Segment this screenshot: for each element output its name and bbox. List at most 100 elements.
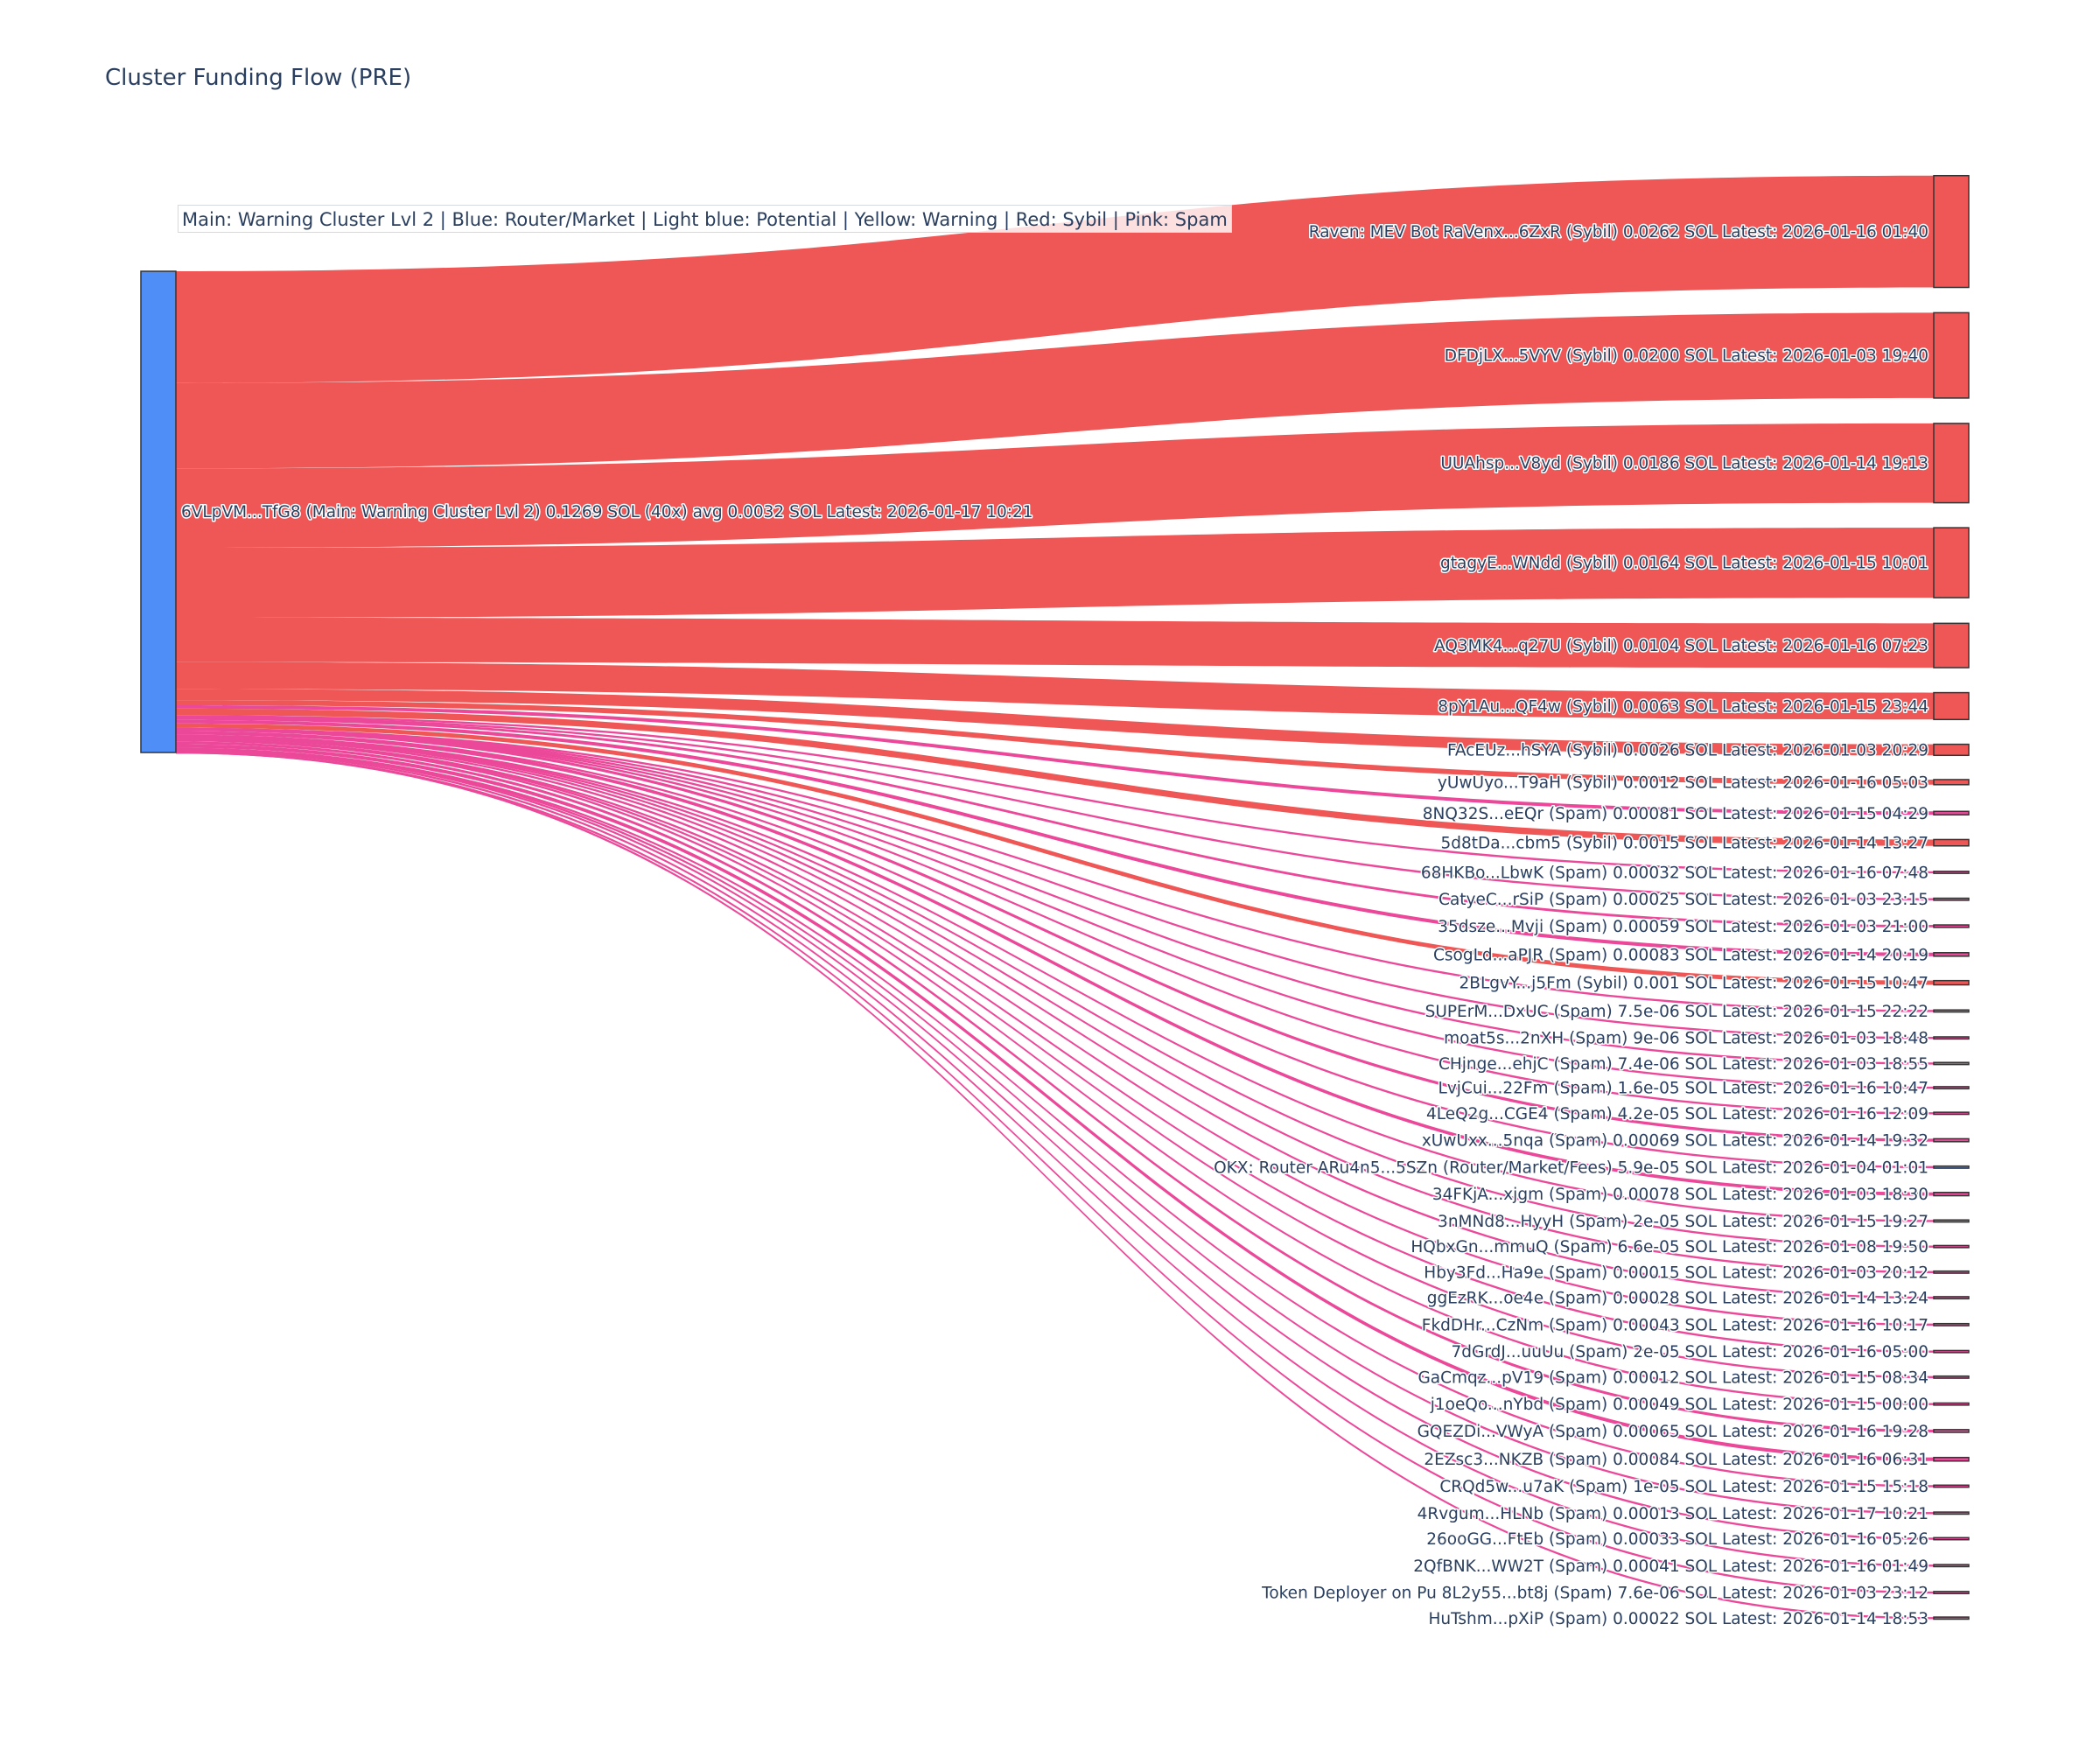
- flow-link[interactable]: [176, 744, 1934, 1461]
- flow-link[interactable]: [176, 708, 1934, 846]
- flow-link[interactable]: [176, 727, 1934, 1012]
- flow-link[interactable]: [176, 662, 1934, 720]
- flow-link[interactable]: [176, 731, 1934, 1196]
- target-node[interactable]: [1933, 1456, 1970, 1462]
- flow-link[interactable]: [176, 423, 1934, 549]
- target-node[interactable]: [1933, 1429, 1970, 1433]
- target-node[interactable]: [1933, 1349, 1970, 1354]
- target-node[interactable]: [1933, 1191, 1970, 1197]
- flow-link[interactable]: [176, 734, 1934, 1248]
- target-node[interactable]: [1933, 1061, 1970, 1066]
- target-node[interactable]: [1933, 1165, 1970, 1169]
- target-node[interactable]: [1933, 1009, 1970, 1013]
- flow-link[interactable]: [176, 728, 1934, 1142]
- target-node[interactable]: [1933, 1219, 1970, 1223]
- flow-link[interactable]: [176, 689, 1934, 756]
- target-node[interactable]: [1933, 527, 1970, 598]
- target-node[interactable]: [1933, 1591, 1970, 1594]
- flow-link[interactable]: [176, 727, 1934, 1040]
- target-node[interactable]: [1933, 952, 1970, 957]
- target-node[interactable]: [1933, 1402, 1970, 1406]
- target-node[interactable]: [1933, 1244, 1970, 1249]
- target-node[interactable]: [1933, 174, 1970, 289]
- flow-link[interactable]: [176, 727, 1934, 1115]
- flow-link[interactable]: [176, 748, 1934, 1540]
- target-node[interactable]: [1933, 312, 1970, 399]
- target-node-label: yUwUyo...T9aH (Sybil) 0.0012 SOL Latest:…: [1438, 774, 1928, 792]
- target-node-label: UUAhsp...V8yd (Sybil) 0.0186 SOL Latest:…: [1440, 455, 1928, 473]
- target-node[interactable]: [1933, 743, 1970, 757]
- legend-annotation: Main: Warning Cluster Lvl 2 | Blue: Rout…: [178, 205, 1232, 233]
- flow-link[interactable]: [176, 617, 1934, 668]
- target-node-label: 4Rvgum...HLNb (Spam) 0.00013 SOL Latest:…: [1418, 1505, 1928, 1523]
- flow-link[interactable]: [176, 747, 1934, 1488]
- target-node[interactable]: [1933, 1564, 1970, 1568]
- flow-link[interactable]: [176, 747, 1934, 1515]
- labels-layer: Raven: MEV Bot RaVenx...6ZxR (Sybil) 0.0…: [180, 222, 1930, 1630]
- target-node-label: 4LeQ2g...CGE4 (Spam) 4.2e-05 SOL Latest:…: [1426, 1105, 1928, 1124]
- flow-link[interactable]: [176, 749, 1934, 1567]
- source-node[interactable]: [140, 270, 177, 753]
- target-node[interactable]: [1933, 979, 1970, 986]
- target-node-label: moat5s...2nXH (Spam) 9e-06 SOL Latest: 2…: [1444, 1030, 1928, 1048]
- target-node[interactable]: [1933, 924, 1970, 928]
- flow-link[interactable]: [176, 719, 1934, 956]
- target-node-label: Hby3Fd...Ha9e (Spam) 0.00015 SOL Latest:…: [1424, 1264, 1928, 1282]
- target-node-label: xUwUxx...5nqa (Spam) 0.00069 SOL Latest:…: [1422, 1132, 1928, 1151]
- flow-link[interactable]: [176, 717, 1934, 928]
- flow-link[interactable]: [176, 723, 1934, 985]
- target-node[interactable]: [1933, 1511, 1970, 1516]
- flow-link[interactable]: [176, 738, 1934, 1379]
- target-node-label: 35dsze...Mvji (Spam) 0.00059 SOL Latest:…: [1438, 918, 1928, 936]
- target-node[interactable]: [1933, 1296, 1970, 1300]
- flow-link[interactable]: [176, 735, 1934, 1274]
- target-node[interactable]: [1933, 691, 1970, 721]
- target-node-label: gtagyE...WNdd (Sybil) 0.0164 SOL Latest:…: [1440, 555, 1928, 573]
- target-node[interactable]: [1933, 838, 1970, 847]
- chart-title: Cluster Funding Flow (PRE): [105, 65, 412, 91]
- target-node[interactable]: [1933, 897, 1970, 901]
- flow-link[interactable]: [176, 735, 1934, 1299]
- flow-link[interactable]: [176, 738, 1934, 1353]
- target-node[interactable]: [1933, 1536, 1970, 1541]
- flow-link[interactable]: [176, 741, 1934, 1433]
- target-node-label: SUPErM...DxUC (Spam) 7.5e-06 SOL Latest:…: [1425, 1003, 1928, 1021]
- source-node-label: 6VLpVM...TfG8 (Main: Warning Cluster Lvl…: [181, 503, 1033, 522]
- flow-link[interactable]: [176, 312, 1934, 469]
- flow-link[interactable]: [176, 716, 1934, 900]
- target-node[interactable]: [1933, 1086, 1970, 1090]
- target-node[interactable]: [1933, 1375, 1970, 1379]
- target-node[interactable]: [1933, 1484, 1970, 1488]
- flow-link[interactable]: [176, 737, 1934, 1326]
- flow-link[interactable]: [176, 731, 1934, 1169]
- target-node[interactable]: [1933, 622, 1970, 668]
- flow-link[interactable]: [176, 734, 1934, 1222]
- target-node[interactable]: [1933, 870, 1970, 874]
- target-node-label: FkdDHr...CzNm (Spam) 0.00043 SOL Latest:…: [1422, 1316, 1928, 1334]
- flow-link[interactable]: [176, 727, 1934, 1065]
- flow-link[interactable]: [176, 751, 1934, 1620]
- flow-link[interactable]: [176, 704, 1934, 816]
- target-node-label: GaCmqz...pV19 (Spam) 0.00012 SOL Latest:…: [1418, 1368, 1928, 1387]
- target-node[interactable]: [1933, 1138, 1970, 1143]
- target-node[interactable]: [1933, 1322, 1970, 1326]
- target-node-label: ggEzRK...oe4e (Spam) 0.00028 SOL Latest:…: [1427, 1290, 1928, 1308]
- flow-link[interactable]: [176, 751, 1934, 1594]
- target-node[interactable]: [1933, 1036, 1970, 1040]
- target-node-label: j1oeQo...nYbd (Spam) 0.00049 SOL Latest:…: [1430, 1396, 1928, 1414]
- target-node[interactable]: [1933, 779, 1970, 786]
- flow-link[interactable]: [176, 727, 1934, 1089]
- flow-link[interactable]: [176, 528, 1934, 618]
- flow-link[interactable]: [176, 700, 1934, 785]
- target-node-label: Token Deployer on Pu 8L2y55...bt8j (Spam…: [1261, 1585, 1928, 1603]
- target-node[interactable]: [1933, 1111, 1970, 1116]
- target-node[interactable]: [1933, 1270, 1970, 1274]
- flow-link[interactable]: [176, 715, 1934, 874]
- target-node[interactable]: [1933, 810, 1970, 816]
- flow-link[interactable]: [176, 738, 1934, 1405]
- target-node-label: HuTshm...pXiP (Spam) 0.00022 SOL Latest:…: [1428, 1610, 1928, 1628]
- target-node[interactable]: [1933, 423, 1970, 504]
- flow-link[interactable]: [176, 175, 1934, 383]
- target-node[interactable]: [1933, 1616, 1970, 1620]
